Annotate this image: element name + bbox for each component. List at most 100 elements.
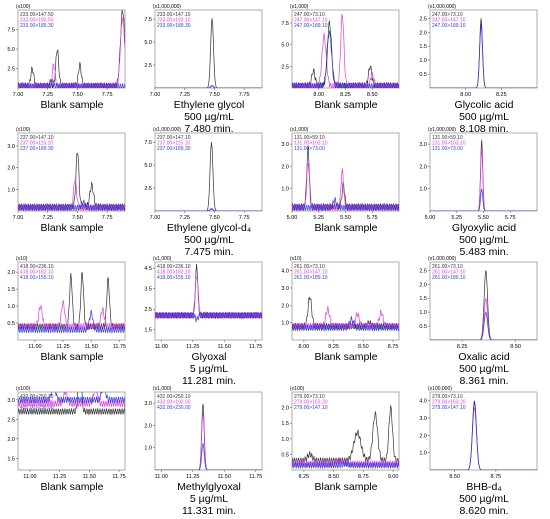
legend-entry: 237.00>147.10: [20, 135, 54, 141]
y-tick-label: 2.0: [419, 282, 427, 288]
caption-line: Glycolic acid: [454, 99, 514, 111]
chromatogram-panel: (x10) 418.00>236.10418.00>182.10418.00>15…: [7, 256, 126, 350]
y-tick-label: 0.5: [7, 321, 15, 327]
y-tick-label: 7.5: [144, 140, 152, 146]
trace-black: [292, 20, 399, 88]
x-tick-label: 7.00: [13, 215, 24, 221]
caption-line: 11.281 min.: [181, 375, 237, 387]
chromatogram-panel: (x1,000,000) 131.00>59.10131.00>103.10131…: [419, 127, 538, 221]
legend-entry: 418.00>155.10: [157, 275, 191, 281]
y-tick-label: 2.0: [419, 30, 427, 36]
x-tick-label: 11.75: [113, 344, 126, 350]
caption-line: 11.331 min.: [181, 505, 237, 517]
trace-blue: [430, 188, 537, 211]
panel-caption: Glycolic acid 500 µg/mL 8.108 min.: [416, 99, 550, 135]
y-tick-label: 5.0: [281, 43, 289, 49]
y-tick-label: 4.0: [419, 399, 427, 405]
y-tick-label: 3.0: [7, 398, 15, 404]
trace-black: [155, 403, 262, 470]
x-tick-label: 7.00: [13, 92, 24, 98]
trace-magenta: [430, 26, 537, 88]
plot-frame: [154, 261, 263, 341]
panel-caption: Glyoxal 5 µg/mL 11.281 min.: [141, 351, 278, 387]
trace-blue: [430, 311, 537, 340]
x-tick-label: 5.50: [478, 215, 489, 221]
legend-entry: 418.00>182.10: [20, 270, 54, 276]
trace-black: [430, 400, 537, 470]
x-tick-label: 8.25: [457, 344, 468, 350]
x-tick-label: 7.50: [72, 92, 83, 98]
chromatogram-panel: (x100) 233.00>147.50233.00>193.50233.00>1…: [7, 4, 126, 98]
caption-line: 8.361 min.: [459, 375, 509, 387]
trace-black: [155, 18, 262, 88]
caption-line: 500 µg/mL: [459, 363, 509, 375]
x-tick-label: 7.75: [102, 215, 113, 221]
y-tick-label: 2.0: [7, 166, 15, 172]
x-tick-label: 9.00: [388, 474, 399, 480]
x-tick-label: 11.50: [218, 474, 231, 480]
y-tick-label: 2.5: [7, 67, 15, 73]
scale-label: (x100,000): [428, 386, 452, 392]
trace-blue: [18, 309, 125, 334]
chromatogram-panel: (x1,000,000) 237.00>147.10237.00>115.1023…: [144, 127, 263, 221]
caption-line: 7.480 min.: [184, 123, 234, 135]
x-tick-label: 8.00: [313, 92, 324, 98]
legend-entry: 247.00>189.10: [432, 23, 466, 29]
trace-blue: [292, 460, 399, 470]
x-tick-label: 8.00: [299, 344, 310, 350]
trace-magenta: [430, 298, 537, 340]
y-tick-label: 3.5: [144, 287, 152, 293]
y-tick-label: 1.0: [281, 187, 289, 193]
trace-black: [430, 270, 537, 340]
plot-frame: [429, 261, 538, 341]
caption-line: 8.108 min.: [459, 123, 509, 135]
panel-caption: Blank sample: [278, 351, 415, 363]
y-tick-label: 4.0: [281, 269, 289, 275]
y-tick-label: 3.0: [419, 142, 427, 148]
legend-entry: 261.00>147.10: [294, 270, 328, 276]
plot-frame: [17, 391, 126, 471]
y-tick-label: 0.5: [419, 324, 427, 330]
x-tick-label: 11.25: [186, 344, 199, 350]
plot-frame: [291, 261, 400, 341]
y-tick-label: 3.0: [281, 286, 289, 292]
scale-label: (x1,000,000): [153, 127, 181, 133]
y-tick-label: 1.0: [419, 58, 427, 64]
chromatogram-panel: (x1,000,000) 233.00>147.10233.00>193.1023…: [144, 4, 263, 98]
scale-label: (x100): [16, 386, 31, 392]
legend-entry: 247.00>189.10: [294, 23, 328, 29]
trace-magenta: [18, 300, 125, 331]
scale-label: (x1,000): [153, 386, 172, 392]
legend-entry: 131.00>103.10: [294, 141, 328, 147]
caption-line: Blank sample: [314, 222, 378, 234]
caption-line: 5 µg/mL: [189, 363, 229, 375]
legend-entry: 418.00>155.10: [20, 275, 54, 281]
legend-entry: 418.00>182.10: [157, 270, 191, 276]
y-tick-label: 1.5: [281, 421, 289, 427]
legend-entry: 261.00>73.10: [432, 264, 463, 270]
x-tick-label: 8.25: [328, 344, 339, 350]
y-tick-label: 2.0: [144, 423, 152, 429]
x-tick-label: 8.50: [449, 474, 460, 480]
y-tick-label: 1.0: [281, 321, 289, 327]
legend-entry: 261.00>189.10: [294, 275, 328, 281]
legend-entry: 233.00>189.30: [20, 23, 54, 29]
scale-label: (x10): [16, 256, 28, 262]
x-tick-label: 7.00: [150, 215, 161, 221]
y-tick-label: 1.0: [419, 187, 427, 193]
scale-label: (x1,000,000): [428, 4, 456, 10]
legend-entry: 247.00>147.10: [432, 18, 466, 24]
panel-caption: Blank sample: [4, 481, 141, 493]
x-tick-label: 11.75: [249, 344, 262, 350]
legend-entry: 237.00>189.30: [157, 146, 191, 152]
y-tick-label: 3.0: [7, 144, 15, 150]
y-tick-label: 3.0: [281, 142, 289, 148]
x-tick-label: 11.25: [56, 344, 69, 350]
legend-entry: 279.00>163.20: [294, 400, 328, 406]
caption-line: Ethylene glycol-d₄: [166, 222, 252, 234]
x-tick-label: 7.00: [150, 92, 161, 98]
chromatogram-panel: (x1,000) 131.00>59.10131.00>103.10131.00>…: [281, 127, 400, 221]
legend-entry: 432.00>230.00: [157, 405, 191, 411]
scale-label: (x100): [16, 127, 31, 133]
